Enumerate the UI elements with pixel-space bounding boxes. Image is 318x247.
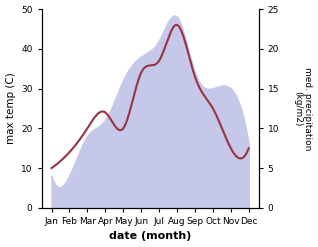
X-axis label: date (month): date (month): [109, 231, 191, 242]
Y-axis label: max temp (C): max temp (C): [5, 73, 16, 144]
Y-axis label: med. precipitation
(kg/m2): med. precipitation (kg/m2): [293, 67, 313, 150]
